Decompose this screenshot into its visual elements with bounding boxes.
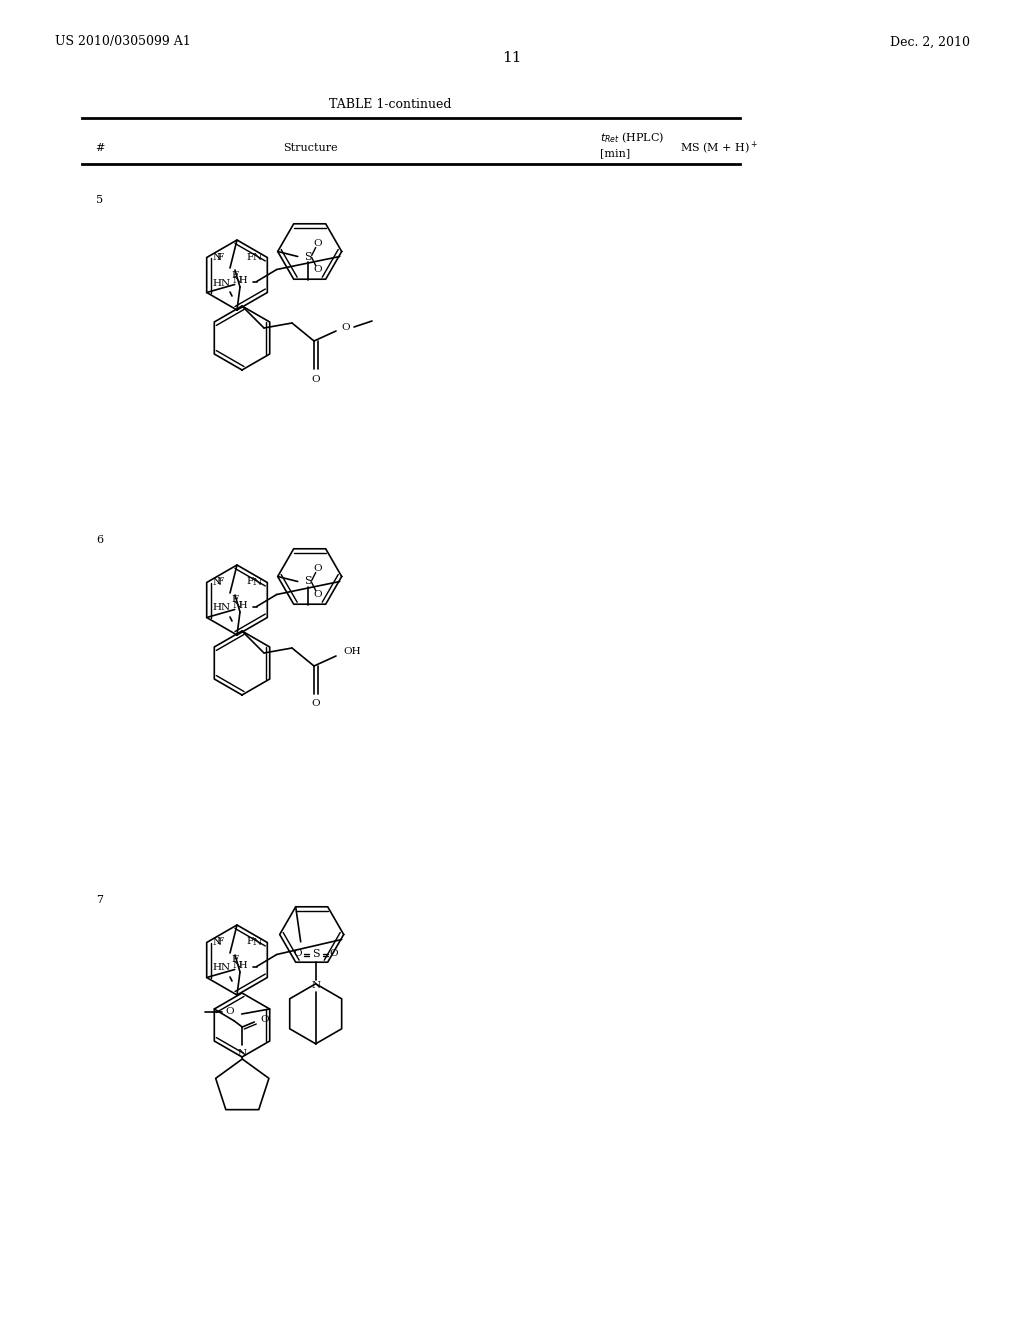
Text: MS (M + H)$^+$: MS (M + H)$^+$	[680, 140, 758, 156]
Text: N: N	[238, 1048, 247, 1057]
Text: HN: HN	[213, 603, 231, 612]
Text: HN: HN	[213, 279, 231, 288]
Text: S: S	[304, 252, 311, 261]
Text: 7: 7	[96, 895, 103, 906]
Text: N: N	[253, 939, 262, 946]
Text: O: O	[313, 265, 322, 275]
Text: O: O	[311, 375, 321, 384]
Text: O: O	[311, 700, 321, 709]
Text: F: F	[216, 937, 223, 946]
Text: 11: 11	[502, 51, 522, 65]
Text: $t_{Ret}$ (HPLC): $t_{Ret}$ (HPLC)	[600, 131, 665, 145]
Text: US 2010/0305099 A1: US 2010/0305099 A1	[55, 36, 190, 49]
Text: O: O	[330, 949, 338, 958]
Text: O: O	[294, 949, 302, 958]
Text: F: F	[216, 578, 223, 586]
Text: N: N	[232, 961, 242, 970]
Text: N: N	[212, 253, 221, 261]
Text: O: O	[313, 239, 322, 248]
Text: O: O	[225, 1007, 234, 1016]
Text: N: N	[253, 253, 262, 261]
Text: #: #	[95, 143, 104, 153]
Text: F: F	[247, 937, 254, 946]
Text: O: O	[342, 322, 350, 331]
Text: N: N	[232, 601, 242, 610]
Text: OH: OH	[343, 648, 360, 656]
Text: N: N	[311, 981, 321, 990]
Text: F: F	[231, 595, 239, 605]
Text: H: H	[239, 276, 247, 285]
Text: N: N	[232, 276, 242, 285]
Text: H: H	[239, 961, 247, 970]
Text: F: F	[231, 956, 239, 965]
Text: N: N	[212, 939, 221, 946]
Text: TABLE 1-continued: TABLE 1-continued	[329, 99, 452, 111]
Text: 6: 6	[96, 535, 103, 545]
Text: O: O	[313, 590, 322, 599]
Text: H: H	[239, 601, 247, 610]
Text: S: S	[304, 577, 311, 586]
Text: O: O	[260, 1015, 268, 1023]
Text: Dec. 2, 2010: Dec. 2, 2010	[890, 36, 970, 49]
Text: S: S	[312, 949, 319, 958]
Text: HN: HN	[213, 964, 231, 973]
Text: Structure: Structure	[283, 143, 337, 153]
Text: F: F	[231, 271, 239, 280]
Text: O: O	[313, 564, 322, 573]
Text: [min]: [min]	[600, 148, 630, 158]
Text: F: F	[247, 578, 254, 586]
Text: F: F	[247, 252, 254, 261]
Text: N: N	[253, 578, 262, 587]
Text: 5: 5	[96, 195, 103, 205]
Text: N: N	[212, 578, 221, 587]
Text: F: F	[216, 252, 223, 261]
